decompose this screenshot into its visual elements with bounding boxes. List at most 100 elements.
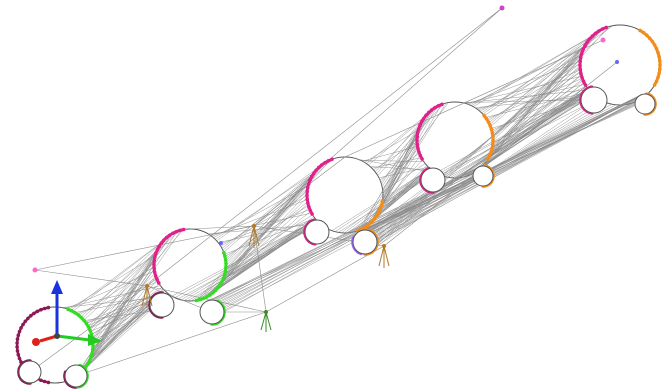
axis-z-arrow: [51, 280, 63, 294]
cable-line: [435, 86, 593, 174]
cable-line: [376, 78, 583, 245]
cable-line: [381, 159, 423, 206]
cable-line: [381, 120, 423, 185]
cable-line: [477, 52, 583, 171]
cable-line: [371, 67, 581, 232]
cable-line: [344, 39, 604, 158]
cable-line: [334, 173, 423, 232]
cable-line: [253, 225, 267, 313]
cable-line: [91, 295, 155, 357]
small-ring: [18, 360, 42, 384]
cable-line: [491, 37, 591, 151]
small-ring: [580, 86, 608, 114]
cable-line: [445, 90, 586, 177]
axis-origin: [54, 333, 60, 339]
node-marker-icon: [615, 60, 619, 64]
cable-line: [473, 27, 607, 107]
cable-line: [450, 86, 596, 178]
axis-y-arrow: [88, 334, 102, 346]
cable-line: [70, 297, 153, 380]
cable-line: [253, 156, 346, 227]
cable-line: [376, 96, 639, 243]
cable-lines: [29, 7, 644, 381]
node-marker-icon: [219, 241, 223, 245]
cable-line: [442, 86, 594, 177]
cable-line: [374, 125, 421, 172]
small-rings: [18, 86, 656, 388]
cable-line: [331, 168, 431, 231]
tripod-support-icon: [378, 244, 390, 268]
cable-line: [177, 221, 324, 300]
cable-line: [486, 78, 583, 120]
cable-line: [92, 233, 174, 345]
cable-line: [146, 285, 267, 313]
cable-line: [184, 225, 307, 301]
cable-line: [364, 150, 419, 228]
cable-line: [34, 225, 255, 271]
cable-line: [375, 94, 643, 237]
cable-line: [80, 251, 157, 318]
small-ring: [64, 364, 88, 388]
cable-line: [373, 94, 642, 234]
cable-line: [383, 61, 618, 247]
cable-line: [471, 34, 594, 106]
axis-y-line: [56, 334, 91, 342]
cable-line: [350, 168, 429, 233]
cable-line: [488, 48, 584, 123]
cable-line: [265, 245, 385, 313]
cable-line: [357, 107, 436, 231]
colored-arc: [305, 157, 334, 216]
cable-line: [253, 7, 503, 227]
cable-line: [221, 173, 474, 305]
colored-arc: [638, 28, 662, 87]
colored-arcs: [15, 25, 662, 389]
cable-line: [357, 159, 437, 174]
cable-line: [366, 115, 427, 164]
tripod-support-icon: [260, 310, 272, 332]
cable-line: [376, 100, 636, 241]
cable-line: [489, 36, 593, 125]
cable-line: [376, 96, 639, 239]
colored-arc: [415, 102, 444, 161]
cable-line: [380, 143, 418, 208]
cable-line: [460, 88, 588, 178]
tripod-supports: [141, 224, 390, 332]
cable-line: [82, 238, 166, 319]
cable-line: [224, 217, 315, 255]
cable-line: [465, 76, 582, 104]
cable-line: [218, 221, 318, 243]
cable-line: [91, 304, 151, 354]
cable-line: [476, 84, 586, 110]
cable-line: [63, 285, 161, 309]
small-ring: [420, 167, 446, 193]
hub-rings: [16, 24, 661, 384]
node-marker-icon: [600, 37, 606, 43]
cable-line: [225, 166, 320, 264]
cable-line: [181, 220, 315, 301]
colored-arc: [356, 199, 385, 233]
cable-line: [377, 103, 444, 176]
small-ring: [352, 229, 378, 255]
cable-line: [220, 195, 308, 247]
cable-line: [146, 7, 503, 287]
cable-line: [216, 162, 325, 242]
cable-line: [174, 224, 308, 298]
cable-line: [221, 181, 310, 249]
cable-line: [70, 241, 163, 311]
colored-arc: [152, 227, 186, 285]
cable-line: [376, 82, 585, 241]
cable-line: [212, 193, 308, 294]
cable-line: [190, 220, 313, 302]
cable-line: [375, 75, 582, 249]
cable-line: [376, 51, 583, 246]
cable-line: [171, 219, 316, 297]
cable-line: [360, 159, 424, 162]
small-ring: [634, 93, 656, 115]
cable-line: [87, 294, 157, 327]
small-ring: [304, 219, 330, 245]
cable-line: [90, 229, 184, 333]
cable-line: [376, 55, 582, 242]
node-marker-icon: [32, 267, 38, 273]
